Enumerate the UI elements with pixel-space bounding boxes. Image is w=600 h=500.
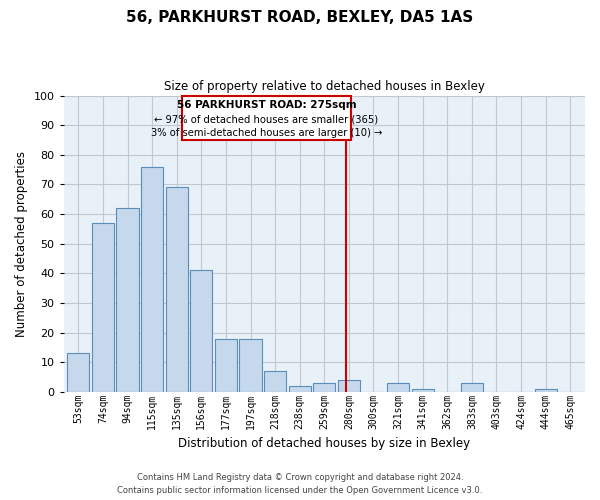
Bar [141, 166, 163, 392]
Bar [535, 389, 557, 392]
Text: 56 PARKHURST ROAD: 275sqm: 56 PARKHURST ROAD: 275sqm [176, 100, 356, 110]
Bar [289, 386, 311, 392]
Bar [264, 372, 286, 392]
Y-axis label: Number of detached properties: Number of detached properties [15, 151, 28, 337]
Bar [166, 188, 188, 392]
Bar [239, 338, 262, 392]
Text: 3% of semi-detached houses are larger (10) →: 3% of semi-detached houses are larger (1… [151, 128, 382, 138]
Bar [412, 389, 434, 392]
X-axis label: Distribution of detached houses by size in Bexley: Distribution of detached houses by size … [178, 437, 470, 450]
Bar [215, 338, 237, 392]
Bar [182, 96, 352, 140]
Text: 56, PARKHURST ROAD, BEXLEY, DA5 1AS: 56, PARKHURST ROAD, BEXLEY, DA5 1AS [127, 10, 473, 25]
Bar [313, 383, 335, 392]
Bar [92, 223, 114, 392]
Bar [190, 270, 212, 392]
Title: Size of property relative to detached houses in Bexley: Size of property relative to detached ho… [164, 80, 485, 93]
Bar [116, 208, 139, 392]
Bar [67, 354, 89, 392]
Text: Contains HM Land Registry data © Crown copyright and database right 2024.
Contai: Contains HM Land Registry data © Crown c… [118, 474, 482, 495]
Text: ← 97% of detached houses are smaller (365): ← 97% of detached houses are smaller (36… [154, 115, 379, 125]
Bar [387, 383, 409, 392]
Bar [338, 380, 360, 392]
Bar [461, 383, 483, 392]
